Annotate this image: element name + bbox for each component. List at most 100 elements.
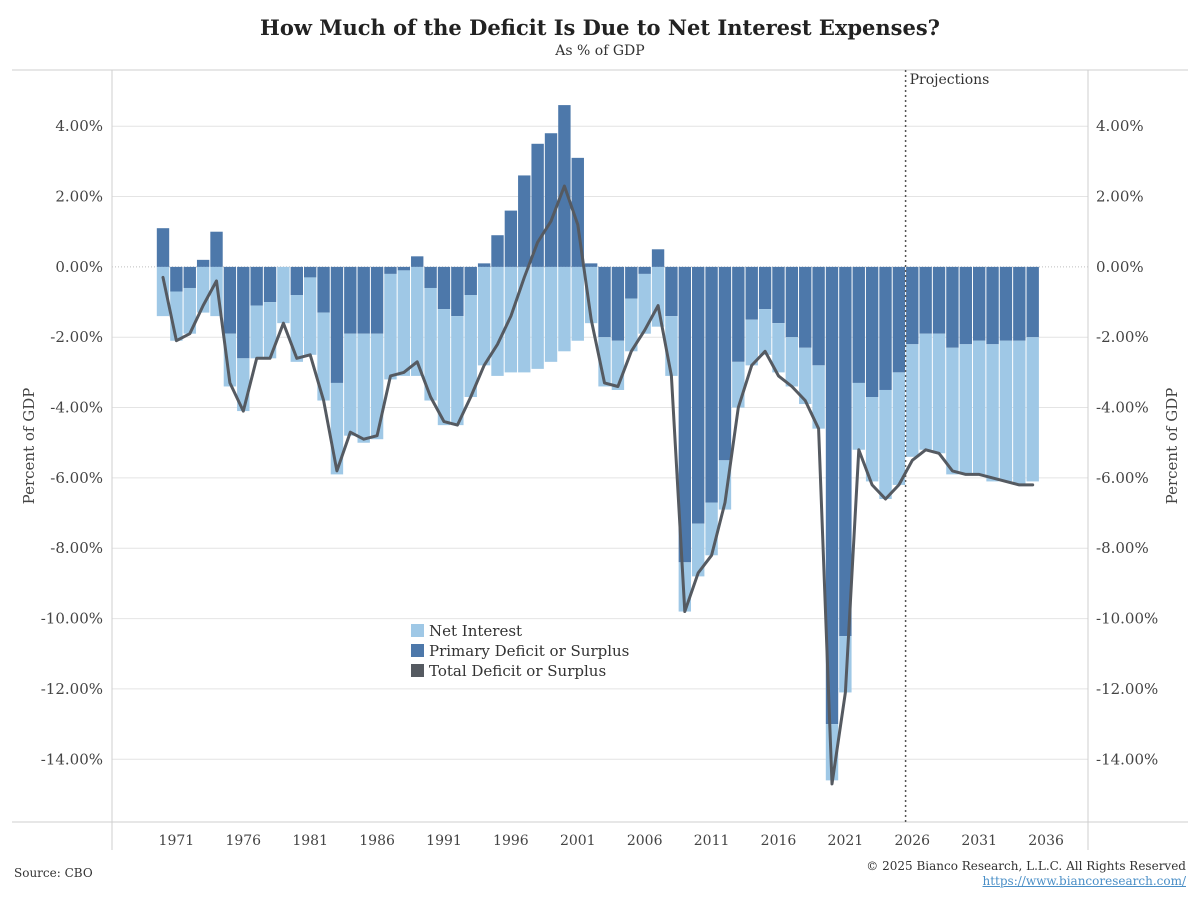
primary-bar — [477, 263, 491, 267]
primary-bar — [692, 266, 705, 524]
net-interest-bar — [906, 344, 919, 457]
primary-bar — [932, 266, 946, 334]
legend-total-deficit-swatch — [411, 664, 424, 677]
y-tick-label-right: 4.00% — [1096, 117, 1144, 135]
primary-bar — [196, 259, 210, 267]
net-interest-bar — [986, 344, 999, 482]
net-interest-bar — [812, 365, 825, 429]
net-interest-bar — [799, 347, 812, 405]
net-interest-bar — [424, 287, 437, 401]
net-interest-bar — [865, 397, 879, 482]
x-tick-label: 2006 — [627, 833, 663, 849]
chart-subtitle: As % of GDP — [555, 43, 645, 59]
net-interest-bar — [772, 323, 785, 373]
net-interest-bar — [732, 361, 745, 408]
net-interest-bar — [705, 502, 718, 556]
net-interest-bar — [785, 337, 799, 387]
primary-bar — [972, 266, 986, 341]
primary-bar — [638, 266, 651, 274]
y-tick-label-left: -10.00% — [41, 610, 103, 628]
primary-bar — [451, 266, 464, 317]
y-tick-label-right: -12.00% — [1096, 680, 1158, 698]
y-tick-label-left: -14.00% — [41, 750, 103, 768]
y-tick-label-right: 2.00% — [1096, 188, 1144, 206]
net-interest-bar — [183, 287, 196, 334]
primary-bar — [758, 266, 772, 310]
primary-bar — [1013, 266, 1026, 341]
net-interest-bar — [518, 266, 531, 373]
projections-label: Projections — [910, 72, 990, 88]
net-interest-bar — [959, 344, 972, 475]
primary-bar — [745, 266, 758, 320]
x-tick-label: 1986 — [359, 833, 395, 849]
x-tick-label: 2016 — [761, 833, 797, 849]
legend-primary-deficit-swatch — [411, 644, 424, 657]
y-tick-label-left: 0.00% — [55, 258, 103, 276]
primary-bar — [625, 266, 638, 299]
y-tick-label-left: 2.00% — [55, 188, 103, 206]
primary-bar — [799, 266, 812, 348]
net-interest-bar — [879, 389, 892, 500]
net-interest-bar — [999, 340, 1013, 482]
net-interest-bar — [946, 347, 959, 475]
net-interest-bar — [625, 298, 638, 352]
primary-bar — [999, 266, 1013, 341]
primary-bar — [678, 266, 692, 563]
net-interest-bar — [303, 277, 317, 355]
y-tick-label-left: -4.00% — [50, 399, 103, 417]
website-link[interactable]: https://www.biancoresearch.com/ — [982, 874, 1186, 888]
net-interest-bar — [558, 266, 571, 352]
primary-bar — [210, 231, 223, 267]
primary-bar — [892, 266, 906, 373]
y-tick-label-right: -10.00% — [1096, 610, 1158, 628]
primary-bar — [584, 263, 598, 267]
primary-bar — [852, 266, 865, 383]
primary-bar — [237, 266, 250, 359]
primary-bar — [357, 266, 370, 334]
primary-bar — [303, 266, 317, 278]
primary-bar — [718, 266, 732, 461]
net-interest-bar — [491, 266, 504, 376]
net-interest-bar — [290, 295, 303, 362]
net-interest-bar — [692, 523, 705, 577]
net-interest-bar — [531, 266, 544, 369]
primary-bar — [812, 266, 825, 366]
net-interest-bar — [344, 333, 357, 436]
net-interest-bar — [384, 273, 397, 380]
net-interest-bar — [397, 270, 411, 376]
primary-bar — [330, 266, 344, 383]
net-interest-bar — [250, 305, 263, 359]
net-interest-bar — [437, 309, 451, 426]
net-interest-bar — [745, 319, 758, 366]
primary-bar — [424, 266, 437, 288]
net-interest-bar — [584, 266, 598, 324]
net-interest-bar — [651, 266, 665, 327]
x-tick-label: 1971 — [159, 833, 195, 849]
net-interest-bar — [638, 273, 651, 334]
primary-bar — [344, 266, 357, 334]
source-note: Source: CBO — [14, 866, 93, 880]
primary-bar — [959, 266, 972, 345]
copyright-note: © 2025 Bianco Research, L.L.C. All Right… — [866, 859, 1186, 873]
y-tick-label-left: -8.00% — [50, 539, 103, 557]
net-interest-bar — [972, 340, 986, 475]
primary-bar — [263, 266, 277, 303]
primary-bar — [865, 266, 879, 398]
net-interest-bar — [1013, 340, 1026, 485]
x-tick-label: 2031 — [961, 833, 997, 849]
primary-bar — [223, 266, 237, 334]
y-axis-title-right: Percent of GDP — [1163, 388, 1181, 505]
net-interest-bar — [852, 382, 865, 450]
net-interest-bar — [451, 316, 464, 426]
legend-net-interest-label: Net Interest — [429, 622, 522, 640]
primary-bar — [156, 228, 170, 267]
x-tick-label: 2001 — [560, 833, 596, 849]
y-tick-label-right: -8.00% — [1096, 539, 1149, 557]
y-tick-label-left: -6.00% — [50, 469, 103, 487]
y-tick-label-left: 4.00% — [55, 117, 103, 135]
primary-bar — [250, 266, 263, 306]
primary-bar — [785, 266, 799, 338]
primary-bar — [370, 266, 384, 334]
primary-bar — [825, 266, 839, 725]
primary-bar — [1026, 266, 1039, 338]
